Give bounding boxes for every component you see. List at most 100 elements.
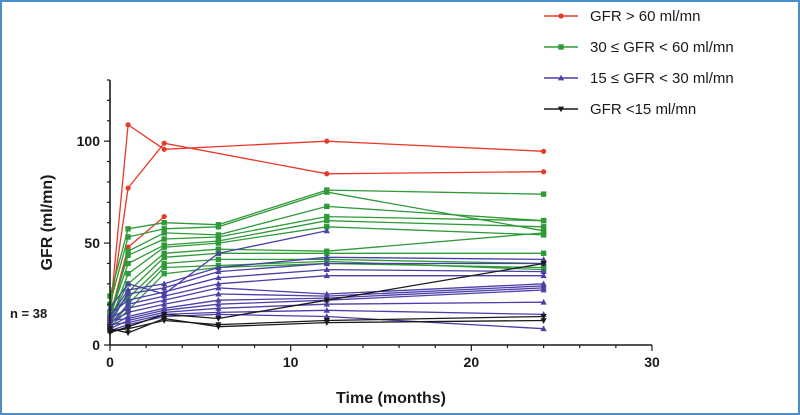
data-point bbox=[215, 322, 222, 328]
series-line bbox=[109, 268, 544, 315]
series-line bbox=[109, 226, 544, 323]
data-point bbox=[215, 296, 222, 303]
data-point bbox=[161, 250, 167, 256]
data-point bbox=[540, 250, 547, 256]
data-point bbox=[161, 226, 167, 232]
series-line bbox=[109, 215, 544, 315]
data-point bbox=[125, 270, 131, 277]
series-line bbox=[109, 205, 544, 321]
series-line bbox=[109, 262, 544, 334]
data-point bbox=[215, 268, 222, 275]
data-point bbox=[323, 313, 330, 319]
data-point bbox=[125, 226, 131, 232]
data-point bbox=[215, 316, 222, 322]
data-point bbox=[161, 213, 167, 220]
data-point bbox=[323, 227, 330, 234]
data-point bbox=[161, 244, 167, 250]
x-tick-label: 10 bbox=[283, 354, 299, 370]
data-point bbox=[323, 318, 330, 324]
data-point bbox=[161, 292, 168, 299]
data-point bbox=[323, 307, 330, 313]
series-line bbox=[109, 262, 544, 321]
data-point bbox=[323, 254, 330, 260]
legend-swatch-marker bbox=[558, 44, 564, 50]
data-point bbox=[125, 248, 131, 254]
series-line bbox=[109, 289, 544, 322]
data-point bbox=[540, 264, 547, 271]
data-point bbox=[125, 260, 131, 267]
data-point bbox=[125, 244, 131, 250]
series-line bbox=[109, 258, 544, 313]
data-point bbox=[161, 284, 168, 291]
legend-item-0: GFR > 60 ml/mn bbox=[544, 8, 700, 25]
data-point bbox=[540, 318, 547, 324]
data-point bbox=[125, 185, 131, 191]
data-point bbox=[161, 270, 167, 277]
data-point bbox=[215, 246, 222, 252]
data-point bbox=[215, 256, 222, 263]
series-line bbox=[109, 256, 544, 317]
data-point bbox=[124, 330, 132, 337]
data-point bbox=[215, 305, 222, 311]
data-point bbox=[125, 252, 131, 259]
x-tick-label: 30 bbox=[644, 354, 660, 370]
data-point bbox=[161, 288, 168, 295]
series-line bbox=[109, 232, 544, 319]
data-point bbox=[124, 309, 132, 315]
data-point bbox=[323, 297, 330, 304]
y-tick-label: 50 bbox=[84, 235, 100, 251]
data-point bbox=[540, 217, 547, 224]
legend-label: GFR <15 ml/mn bbox=[590, 101, 696, 118]
data-point bbox=[161, 219, 167, 226]
series-line bbox=[109, 189, 544, 297]
y-tick-label: 100 bbox=[77, 133, 101, 149]
data-point bbox=[540, 268, 547, 275]
series-line bbox=[109, 315, 544, 332]
legend: GFR > 60 ml/mn 30 ≤ GFR < 60 ml/mn 15 ≤ GF… bbox=[544, 8, 734, 118]
data-point bbox=[540, 224, 547, 230]
data-point bbox=[124, 305, 132, 311]
legend-item-2: 15 ≤ GFR < 30 ml/mn bbox=[544, 70, 734, 87]
data-point bbox=[161, 146, 167, 152]
data-point bbox=[540, 272, 547, 279]
legend-item-1: 30 ≤ GFR < 60 ml/mn bbox=[544, 39, 734, 56]
y-axis-title: GFR (ml/mn) bbox=[39, 175, 56, 271]
data-point bbox=[124, 300, 132, 307]
series-line bbox=[109, 220, 544, 317]
data-point bbox=[540, 286, 547, 293]
data-point bbox=[323, 266, 330, 272]
x-tick-label: 0 bbox=[106, 354, 114, 370]
data-point bbox=[215, 290, 222, 297]
data-point bbox=[324, 224, 330, 230]
data-point bbox=[215, 280, 222, 287]
data-point bbox=[124, 290, 132, 297]
data-point bbox=[541, 169, 547, 175]
data-point bbox=[124, 296, 132, 303]
data-point bbox=[161, 260, 167, 267]
legend-swatch-marker bbox=[558, 13, 564, 19]
data-point bbox=[540, 191, 547, 197]
x-axis-title: Time (months) bbox=[336, 390, 446, 407]
data-point bbox=[540, 298, 547, 305]
data-point bbox=[215, 264, 222, 270]
data-point bbox=[161, 280, 168, 287]
axes-layer: 0 10 20 30 0 50 100 bbox=[77, 79, 660, 370]
data-point bbox=[215, 249, 222, 256]
data-point bbox=[124, 324, 132, 330]
data-point bbox=[324, 189, 330, 195]
data-point bbox=[161, 300, 168, 307]
data-point bbox=[215, 274, 222, 281]
data-point bbox=[161, 296, 168, 303]
y-tick-label: 0 bbox=[92, 337, 100, 353]
series-line bbox=[109, 283, 544, 320]
data-point bbox=[124, 286, 132, 293]
data-point bbox=[540, 325, 547, 332]
data-point bbox=[125, 122, 131, 128]
data-point bbox=[215, 234, 222, 240]
data-point bbox=[324, 250, 330, 256]
legend-label: 15 ≤ GFR < 30 ml/mn bbox=[590, 70, 734, 87]
data-point bbox=[161, 140, 167, 146]
series-line bbox=[109, 313, 544, 332]
data-point bbox=[161, 318, 168, 324]
